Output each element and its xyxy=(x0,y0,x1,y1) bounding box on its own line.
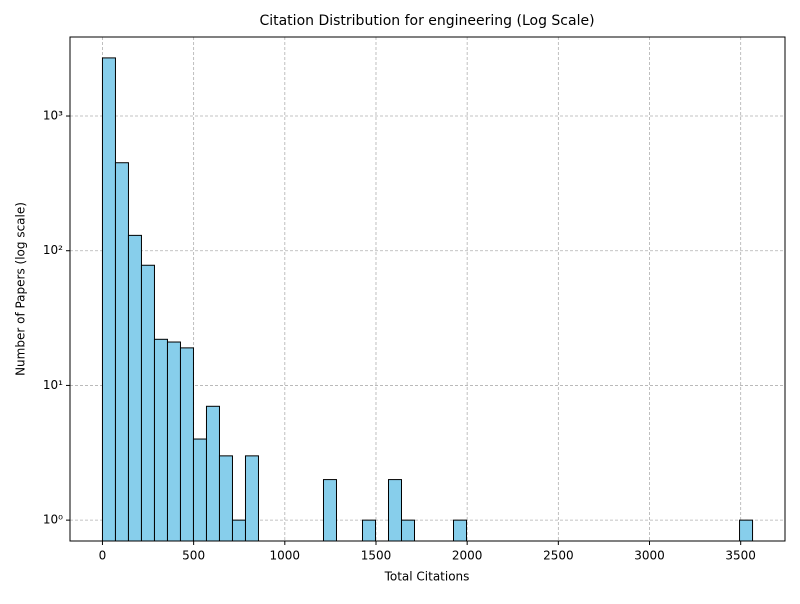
bar xyxy=(218,455,233,542)
bar xyxy=(400,519,415,542)
x-axis-label: Total Citations xyxy=(384,570,470,584)
bar xyxy=(166,341,181,542)
bar xyxy=(205,405,220,542)
bar xyxy=(453,519,468,542)
bar xyxy=(322,479,337,542)
bar xyxy=(101,57,116,542)
bar xyxy=(361,519,376,542)
bar xyxy=(244,455,259,542)
y-tick-label: 10³ xyxy=(43,109,63,123)
bar xyxy=(140,264,155,542)
bar xyxy=(192,438,207,542)
y-tick-label: 10² xyxy=(43,243,63,257)
plot-frame xyxy=(69,36,786,542)
bar xyxy=(153,338,168,542)
bar xyxy=(114,162,129,542)
bar xyxy=(179,347,194,542)
bar xyxy=(387,479,402,542)
x-tick-label: 0 xyxy=(99,549,107,563)
x-tick-label: 2000 xyxy=(452,549,483,563)
bar xyxy=(739,519,754,542)
x-tick-label: 3500 xyxy=(725,549,756,563)
x-tick-label: 2500 xyxy=(543,549,574,563)
y-tick-label: 10⁰ xyxy=(43,513,63,527)
bar xyxy=(231,519,246,542)
y-tick-label: 10¹ xyxy=(43,378,63,392)
bar xyxy=(127,234,142,542)
y-axis-label: Number of Papers (log scale) xyxy=(14,202,28,376)
x-tick-label: 500 xyxy=(182,549,205,563)
x-tick-label: 1000 xyxy=(270,549,301,563)
x-tick-label: 1500 xyxy=(361,549,392,563)
x-tick-label: 3000 xyxy=(634,549,665,563)
chart-title: Citation Distribution for engineering (L… xyxy=(259,13,594,29)
